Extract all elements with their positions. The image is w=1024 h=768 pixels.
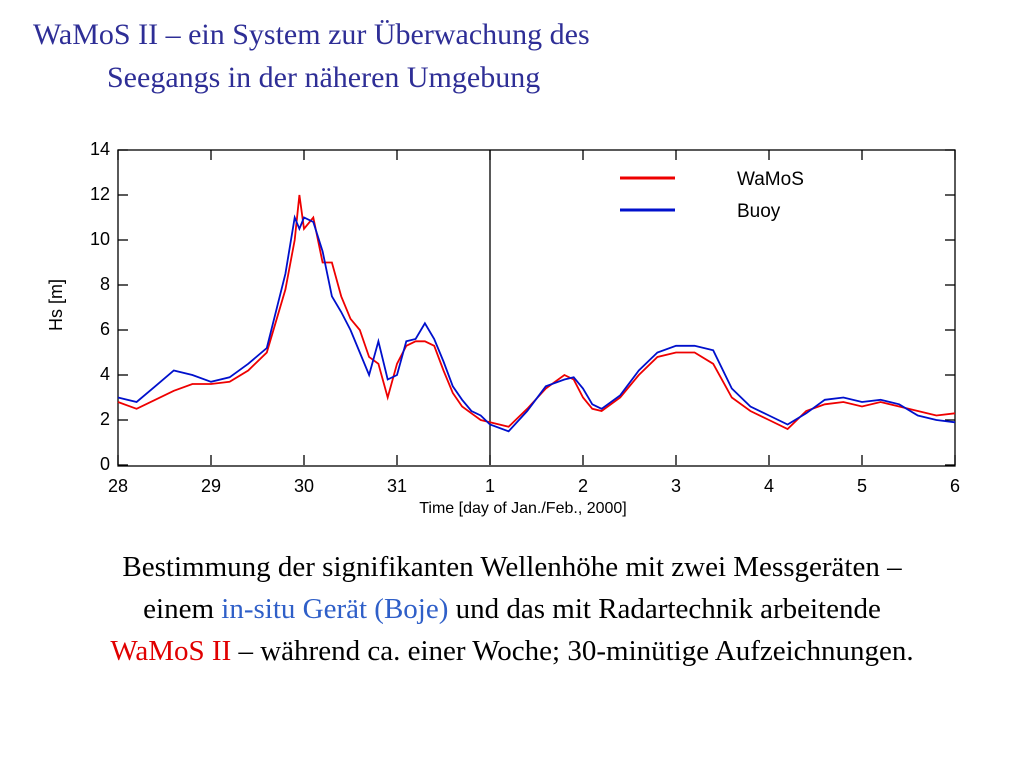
x-tick-label: 1 bbox=[485, 476, 495, 496]
x-tick-label: 6 bbox=[950, 476, 960, 496]
caption-line: einem in-situ Gerät (Boje) und das mit R… bbox=[143, 593, 881, 625]
caption-text: und das mit Radartechnik arbeitende bbox=[448, 593, 880, 625]
x-tick-label: 30 bbox=[294, 476, 314, 496]
plot-frame bbox=[117, 149, 956, 467]
caption-line: WaMoS II – während ca. einer Woche; 30-m… bbox=[110, 635, 913, 667]
slide-title: Seegangs in der näheren Umgebung bbox=[107, 61, 540, 94]
x-tick-label: 5 bbox=[857, 476, 867, 496]
y-axis-label: Hs [m] bbox=[46, 279, 66, 331]
x-axis-label: Time [day of Jan./Feb., 2000] bbox=[419, 500, 627, 517]
series-line bbox=[117, 194, 956, 431]
x-tick-label: 29 bbox=[201, 476, 221, 496]
y-tick-label: 4 bbox=[100, 364, 110, 384]
y-tick-label: 12 bbox=[90, 184, 110, 204]
legend-label: WaMoS bbox=[737, 169, 804, 190]
series-line bbox=[117, 214, 956, 433]
caption-line: Bestimmung der signifikanten Wellenhöhe … bbox=[122, 551, 902, 583]
x-tick-label: 4 bbox=[764, 476, 774, 496]
legend-label: Buoy bbox=[737, 201, 781, 222]
slide-title: WaMoS II – ein System zur Überwachung de… bbox=[33, 18, 590, 51]
caption-text: Bestimmung der signifikanten Wellenhöhe … bbox=[122, 551, 902, 583]
caption-text: WaMoS II bbox=[110, 635, 231, 667]
caption-text: in-situ Gerät (Boje) bbox=[221, 593, 448, 625]
y-tick-label: 14 bbox=[90, 139, 110, 159]
y-tick-label: 2 bbox=[100, 409, 110, 429]
y-tick-label: 8 bbox=[100, 274, 110, 294]
x-tick-label: 3 bbox=[671, 476, 681, 496]
y-tick-label: 10 bbox=[90, 229, 110, 249]
y-tick-label: 6 bbox=[100, 319, 110, 339]
x-tick-label: 31 bbox=[387, 476, 407, 496]
x-tick-label: 28 bbox=[108, 476, 128, 496]
caption-text: – während ca. einer Woche; 30-minütige A… bbox=[231, 635, 913, 667]
caption-text: einem bbox=[143, 593, 221, 625]
x-tick-label: 2 bbox=[578, 476, 588, 496]
y-tick-label: 0 bbox=[100, 454, 110, 474]
